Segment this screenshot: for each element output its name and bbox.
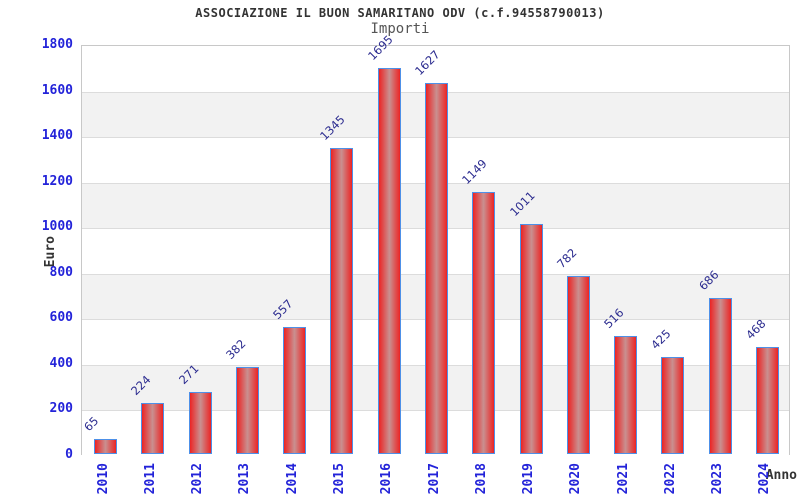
x-axis-title: Anno [765,468,797,483]
bar-2022 [661,357,685,454]
x-axis-tick: 2011 [142,463,158,495]
bar-2016 [377,67,401,454]
x-axis-tick: 2019 [521,463,537,495]
y-axis-tick: 1400 [41,128,73,144]
y-axis-tick: 400 [49,355,73,371]
bar-2017 [425,83,448,454]
x-axis-tick: 2016 [379,463,395,495]
chart-title: ASSOCIAZIONE IL BUON SAMARITANO ODV (c.f… [195,6,605,20]
bar-2019 [519,223,543,454]
x-axis-tick: 2023 [710,463,726,495]
bar-2012 [188,392,212,454]
bar-2010 [94,439,118,454]
x-axis-tick: 2022 [662,463,678,495]
y-axis-tick: 1200 [41,173,73,189]
y-axis-title: Euro [43,236,58,268]
y-axis-tick: 1800 [41,37,73,52]
x-axis-tick: 2015 [331,463,347,495]
x-axis-tick: 2010 [95,463,111,495]
y-axis-tick: 800 [49,264,73,280]
y-axis-tick: 1000 [41,219,73,235]
x-axis-tick: 2017 [426,463,442,495]
x-axis-tick: 2024 [757,463,773,495]
x-axis-tick: 2020 [568,463,584,495]
bar-2021 [614,336,638,454]
y-axis-tick: 1600 [41,82,73,98]
plot-area: 65 224 271 382 557 1345 1695 1627 1149 1011 782 516… [81,32,790,456]
bar-2011 [141,402,165,454]
x-axis-tick: 2013 [237,463,253,495]
bar-2018 [472,192,496,454]
x-axis-tick: 2012 [190,463,206,495]
bar-2015 [330,147,354,454]
bar-2024 [755,347,779,454]
x-axis-tick: 2021 [615,463,631,495]
bar-2020 [566,275,590,454]
bar-2023 [708,297,732,454]
bar-2013 [235,367,259,454]
chart-subtitle: Importi [370,21,430,37]
bar-2014 [283,327,307,454]
y-axis-tick: 600 [49,310,73,326]
x-axis-tick: 2018 [473,463,489,495]
x-axis-tick: 2014 [284,463,300,495]
y-axis-tick: 200 [49,401,73,417]
y-axis-tick: 0 [65,447,73,462]
